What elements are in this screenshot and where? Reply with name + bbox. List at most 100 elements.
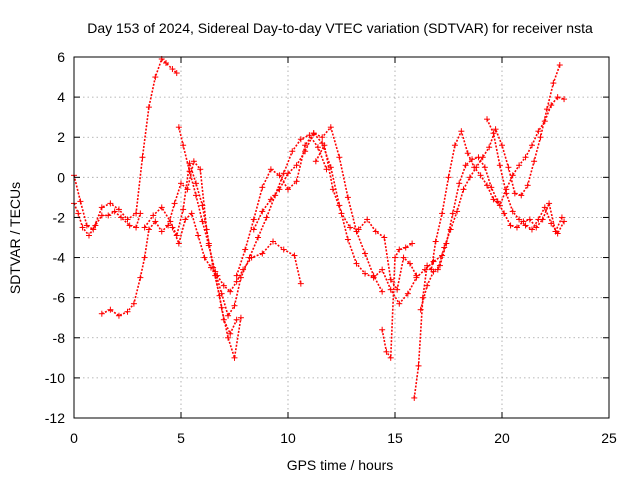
data-point-marker (225, 312, 232, 319)
data-point-marker (381, 234, 388, 241)
series-track-3 (101, 160, 238, 335)
data-point-marker (441, 244, 448, 251)
data-point-marker (75, 210, 82, 217)
data-point-marker (163, 60, 170, 67)
data-point-marker (518, 192, 525, 199)
data-point-marker (413, 272, 420, 279)
data-point-marker (329, 186, 336, 193)
data-point-marker (528, 226, 535, 233)
data-point-marker (370, 272, 377, 279)
data-point-marker (259, 184, 266, 191)
data-point-marker (171, 200, 178, 207)
data-point-marker (280, 246, 287, 253)
data-point-marker (522, 222, 529, 229)
data-point-marker (169, 224, 176, 231)
data-point-marker (276, 172, 283, 179)
data-point-marker (484, 182, 491, 189)
data-point-marker (314, 144, 321, 151)
x-tick-label: 15 (387, 430, 403, 446)
data-point-marker (550, 80, 557, 87)
data-point-marker (220, 282, 227, 289)
data-point-marker (259, 250, 266, 257)
data-point-marker (400, 254, 407, 261)
data-point-marker (494, 198, 501, 205)
data-point-marker (92, 222, 99, 229)
data-point-marker (152, 218, 159, 225)
data-point-marker (548, 220, 555, 227)
data-point-marker (77, 198, 84, 205)
data-point-marker (353, 260, 360, 267)
data-point-marker (379, 266, 386, 273)
data-point-marker (432, 238, 439, 245)
data-point-marker (496, 162, 503, 169)
data-point-marker (364, 216, 371, 223)
data-point-marker (541, 204, 548, 211)
x-axis-label: GPS time / hours (287, 457, 394, 473)
data-point-marker (451, 142, 458, 149)
y-tick-label: -12 (45, 410, 65, 426)
series-track-13 (437, 64, 561, 270)
data-point-marker (302, 142, 309, 149)
data-point-marker (85, 232, 92, 239)
data-point-marker (133, 224, 140, 231)
data-point-marker (233, 278, 240, 285)
y-tick-label: 0 (57, 169, 65, 185)
data-point-marker (98, 204, 105, 211)
data-point-marker (537, 134, 544, 141)
data-point-marker (150, 212, 157, 219)
y-tick-labels: -12 -10 -8 -6 -4 -2 0 2 4 6 (45, 49, 65, 426)
data-point-marker (312, 158, 319, 165)
data-point-marker (484, 116, 491, 123)
data-point-marker (212, 268, 219, 275)
data-point-marker (327, 124, 334, 131)
data-point-marker (270, 238, 277, 245)
data-point-marker (310, 130, 317, 137)
plot-frame (73, 56, 610, 419)
data-point-marker (394, 286, 401, 293)
series-track-12 (419, 156, 563, 310)
data-point-marker (178, 180, 184, 187)
data-point-marker (233, 316, 240, 323)
data-point-marker (276, 186, 283, 193)
data-point-marker (469, 156, 476, 163)
data-point-marker (409, 240, 416, 247)
data-point-marker (396, 300, 403, 307)
data-point-marker (449, 210, 456, 217)
data-point-marker (548, 102, 555, 109)
data-point-marker (439, 210, 446, 217)
data-point-marker (387, 286, 394, 293)
data-point-marker (137, 274, 144, 281)
data-point-marker (115, 312, 122, 319)
series-track-14 (486, 118, 565, 235)
data-point-marker (165, 222, 172, 229)
data-point-marker (411, 394, 418, 401)
data-point-marker (424, 282, 431, 289)
data-point-marker (105, 212, 112, 219)
data-point-marker (524, 182, 531, 189)
data-point-marker (492, 126, 499, 133)
data-point-marker (141, 224, 148, 231)
data-point-marker (406, 260, 413, 267)
data-point-marker (180, 142, 187, 149)
data-point-marker (543, 106, 550, 113)
data-point-marker (124, 216, 131, 223)
data-point-marker (503, 190, 510, 197)
data-point-marker (362, 250, 369, 257)
data-point-marker (291, 252, 298, 259)
data-point-marker (250, 226, 257, 233)
data-point-marker (199, 202, 206, 209)
data-point-marker (263, 214, 270, 221)
data-point-marker (522, 154, 529, 161)
data-point-marker (237, 314, 244, 321)
data-point-marker (231, 354, 238, 361)
data-point-marker (546, 200, 553, 207)
data-point-marker (513, 224, 520, 231)
data-point-marker (379, 288, 386, 295)
data-point-marker (158, 204, 165, 211)
data-point-marker (289, 148, 296, 155)
data-point-marker (242, 246, 249, 253)
data-point-marker (267, 166, 274, 173)
series-track-8 (253, 126, 383, 293)
data-point-marker (347, 224, 354, 231)
series-track-9 (315, 144, 418, 291)
